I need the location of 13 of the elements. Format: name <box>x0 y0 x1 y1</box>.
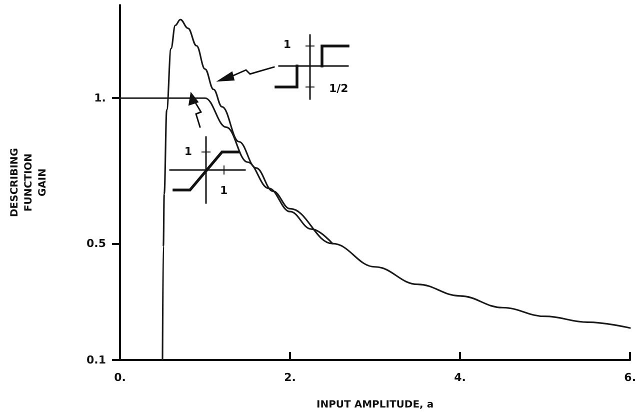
x-axis-title: INPUT AMPLITUDE, a <box>316 400 434 410</box>
x-tick-label: 2. <box>284 371 296 384</box>
y-tick-label: 1. <box>94 92 106 105</box>
annotation: 1 <box>184 145 192 158</box>
x-tick-label: 6. <box>624 371 636 384</box>
annotation: 1/2 <box>329 82 348 95</box>
y-tick-label: 0.1 <box>86 354 106 366</box>
x-tick-label: 4. <box>454 371 466 384</box>
annotation: 1 <box>220 184 228 197</box>
x-tick-label: 0. <box>114 371 126 384</box>
annotation: 1 <box>283 38 291 51</box>
y-axis-title: DESCRIBING FUNCTION GAIN <box>10 148 48 218</box>
y-tick-label: 0.5 <box>86 237 106 250</box>
